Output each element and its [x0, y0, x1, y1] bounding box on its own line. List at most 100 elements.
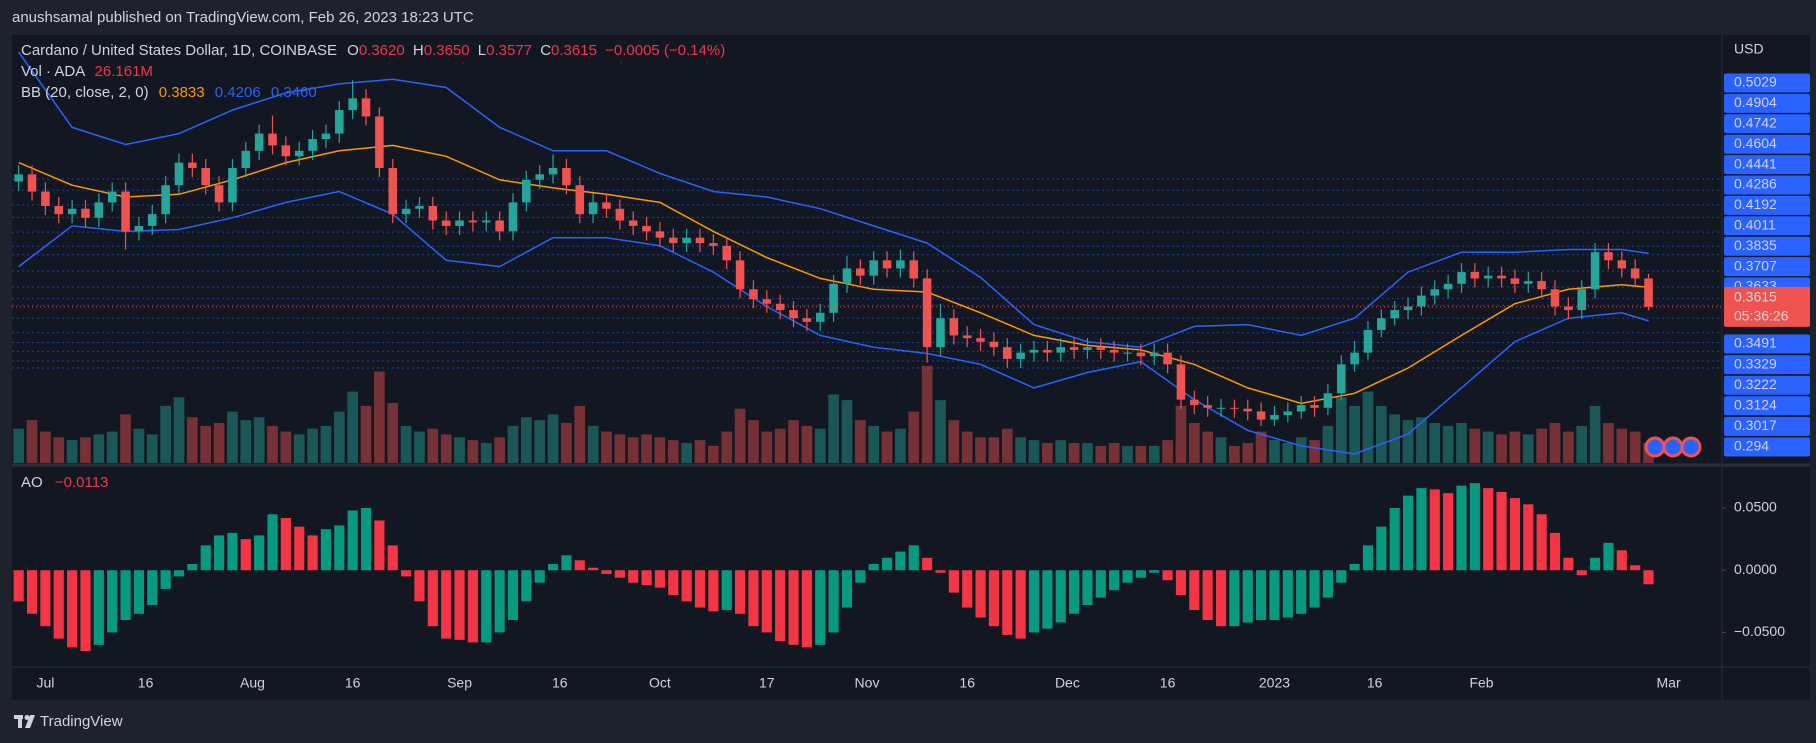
x-tick-label: 16: [552, 675, 568, 691]
ao-bar: [1068, 570, 1080, 614]
ohlc-value: 0.3577: [486, 42, 532, 59]
volume-bar: [1242, 443, 1254, 463]
volume-bar: [1082, 443, 1093, 463]
legend-row: Cardano / United States Dollar, 1D, COIN…: [21, 42, 725, 59]
ao-bar: [401, 570, 412, 577]
candle-body: [241, 150, 251, 169]
volume-bar: [1108, 443, 1120, 463]
candle-body: [1163, 352, 1172, 365]
candle-body: [1216, 407, 1226, 409]
volume-bar: [1001, 428, 1013, 463]
volume-label: Vol · ADA: [21, 63, 85, 80]
ao-bar: [93, 570, 104, 645]
ao-bar: [721, 570, 732, 611]
candle-body: [1550, 289, 1560, 307]
volume-bar: [547, 414, 559, 463]
flag-icon[interactable]: [1644, 436, 1666, 458]
volume-bar: [454, 437, 465, 463]
candle-body: [962, 335, 972, 339]
ao-bar: [1603, 542, 1614, 571]
change: −0.0005 (−0.14%): [605, 42, 725, 59]
volume-bar: [1536, 428, 1547, 463]
candle-body: [214, 185, 224, 203]
flag-icon[interactable]: [1662, 436, 1684, 458]
volume-bar: [26, 420, 38, 463]
volume-bar: [320, 425, 332, 463]
volume-bar: [120, 414, 131, 463]
volume-bar: [1215, 437, 1227, 463]
ao-bar: [815, 570, 826, 645]
candle-body: [1350, 352, 1359, 365]
volume-bar: [1589, 405, 1601, 463]
candle-body: [94, 202, 104, 218]
candle-body: [321, 133, 331, 140]
volume-bar: [975, 437, 986, 463]
ao-bar: [881, 557, 893, 571]
logo-part: [18, 715, 22, 728]
x-tick-label: 16: [138, 675, 154, 691]
ao-bar: [467, 570, 478, 643]
chart-background: [12, 35, 1810, 700]
bb-value: 0.3460: [271, 84, 317, 101]
volume-bar: [828, 394, 839, 463]
candle-body: [1069, 347, 1079, 350]
ao-bar: [735, 570, 746, 614]
candle-body: [695, 237, 705, 244]
volume-bar: [133, 428, 145, 463]
ao-bar: [40, 570, 51, 627]
ao-tick-label: 0.0500: [1734, 499, 1777, 515]
volume-bar: [1375, 405, 1387, 463]
volume-bar: [1616, 428, 1628, 463]
ao-bar: [1402, 495, 1414, 571]
ao-bar: [841, 570, 853, 608]
volume-bar: [427, 428, 439, 463]
ao-bar: [120, 570, 131, 620]
volume-bar: [400, 425, 412, 463]
ao-bar: [107, 570, 118, 633]
volume-bar: [988, 437, 1000, 463]
candle-body: [1617, 260, 1627, 269]
level-label-box: [1724, 236, 1810, 256]
currency: USD: [1734, 41, 1764, 57]
flag-icon[interactable]: [1680, 436, 1702, 458]
ohlc-value: 0.3615: [551, 42, 597, 59]
ao-bar: [387, 545, 398, 571]
candle-body: [842, 268, 852, 284]
candle-body: [1190, 399, 1199, 406]
bb-lower: [18, 190, 1649, 455]
ao-bar: [1483, 488, 1494, 571]
ao-bar: [694, 570, 706, 608]
x-tick-label: Sep: [447, 675, 472, 691]
last-price-label: 0.3615: [1734, 289, 1777, 305]
level-label: 0.3017: [1734, 417, 1777, 433]
volume-bar: [654, 437, 666, 463]
x-tick-label: Mar: [1657, 675, 1681, 691]
candle-body: [1577, 289, 1587, 311]
candle-body: [1043, 349, 1052, 353]
volume-bar: [213, 423, 225, 463]
candle-body: [909, 260, 919, 279]
candle-body: [1377, 318, 1386, 330]
candle-body: [789, 310, 798, 319]
volume-bar: [1229, 445, 1240, 463]
ao-bar: [1630, 565, 1641, 571]
candle-body: [1243, 408, 1253, 412]
candle-body: [1564, 306, 1573, 311]
volume-bar: [761, 431, 773, 463]
ao-bar: [1389, 508, 1400, 571]
level-label: 0.4011: [1734, 217, 1776, 233]
candle-body: [829, 283, 838, 313]
level-label: 0.3124: [1734, 397, 1777, 413]
ao-bar: [294, 526, 305, 571]
candle-body: [1470, 272, 1480, 279]
ao-bar: [1563, 557, 1574, 571]
candle-body: [81, 208, 90, 218]
volume-bar: [293, 434, 305, 463]
candle-body: [709, 243, 718, 246]
ao-bar: [1456, 485, 1467, 571]
level-label: 0.3222: [1734, 376, 1777, 392]
ao-bar: [908, 545, 919, 571]
candle-body: [1283, 411, 1293, 416]
